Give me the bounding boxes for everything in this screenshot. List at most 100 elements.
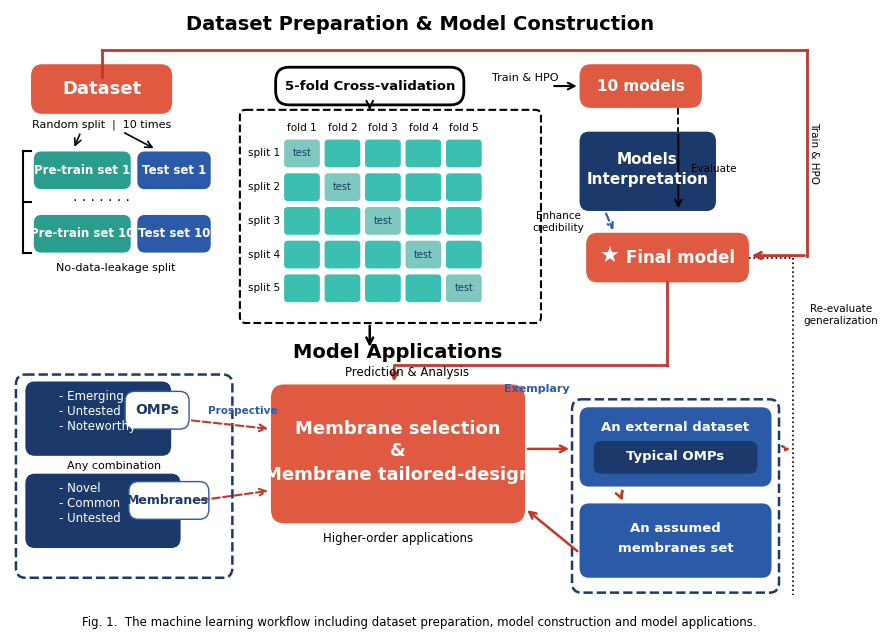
FancyBboxPatch shape (276, 68, 463, 105)
FancyBboxPatch shape (579, 64, 701, 108)
Text: Enhance
credibility: Enhance credibility (532, 211, 584, 233)
Text: Random split  |  10 times: Random split | 10 times (32, 120, 171, 130)
Text: test: test (454, 284, 473, 293)
FancyBboxPatch shape (137, 215, 211, 253)
Text: split 5: split 5 (248, 284, 280, 293)
Text: Any combination: Any combination (66, 461, 160, 471)
Text: - Untested: - Untested (59, 512, 120, 525)
Text: Membranes: Membranes (128, 494, 209, 507)
Text: fold 5: fold 5 (448, 123, 478, 132)
FancyBboxPatch shape (365, 174, 400, 201)
Text: - Common: - Common (59, 497, 120, 510)
Text: split 2: split 2 (248, 182, 280, 192)
Text: - Emerging: - Emerging (59, 390, 124, 403)
Text: · · · · · · ·: · · · · · · · (73, 194, 130, 208)
Text: test: test (292, 149, 311, 158)
Text: 5-fold Cross-validation: 5-fold Cross-validation (284, 80, 455, 93)
Text: Model Applications: Model Applications (293, 343, 502, 362)
FancyBboxPatch shape (405, 140, 440, 167)
Text: - Novel: - Novel (59, 482, 101, 495)
Text: Interpretation: Interpretation (586, 172, 708, 186)
Text: Pre-train set 1: Pre-train set 1 (34, 164, 129, 177)
FancyBboxPatch shape (405, 174, 440, 201)
FancyBboxPatch shape (446, 275, 481, 302)
FancyBboxPatch shape (239, 110, 540, 323)
FancyBboxPatch shape (365, 207, 400, 235)
Text: split 4: split 4 (248, 249, 280, 260)
Text: 10 models: 10 models (596, 78, 684, 93)
Text: Models: Models (617, 152, 677, 167)
Text: Train & HPO: Train & HPO (808, 122, 818, 185)
Text: Train & HPO: Train & HPO (491, 73, 557, 83)
Text: Test set 10: Test set 10 (137, 227, 210, 240)
Text: Fig. 1.  The machine learning workflow including dataset preparation, model cons: Fig. 1. The machine learning workflow in… (82, 616, 756, 629)
FancyBboxPatch shape (26, 381, 171, 456)
FancyBboxPatch shape (571, 399, 778, 593)
Text: split 3: split 3 (248, 216, 280, 226)
Text: Membrane tailored-design: Membrane tailored-design (264, 466, 532, 484)
Text: An external dataset: An external dataset (601, 421, 749, 433)
FancyBboxPatch shape (284, 207, 320, 235)
FancyBboxPatch shape (586, 233, 748, 282)
Text: - Untested: - Untested (59, 404, 120, 418)
Text: An assumed: An assumed (629, 521, 720, 535)
FancyBboxPatch shape (446, 207, 481, 235)
FancyBboxPatch shape (365, 275, 400, 302)
FancyBboxPatch shape (284, 174, 320, 201)
FancyBboxPatch shape (579, 503, 771, 578)
FancyBboxPatch shape (16, 374, 232, 578)
FancyBboxPatch shape (324, 275, 360, 302)
FancyBboxPatch shape (34, 215, 130, 253)
FancyBboxPatch shape (324, 174, 360, 201)
FancyBboxPatch shape (446, 174, 481, 201)
Text: ★: ★ (599, 246, 618, 267)
FancyBboxPatch shape (593, 441, 757, 474)
Text: fold 1: fold 1 (287, 123, 316, 132)
FancyBboxPatch shape (137, 152, 211, 189)
Text: fold 3: fold 3 (368, 123, 397, 132)
Text: Pre-train set 10: Pre-train set 10 (29, 227, 134, 240)
FancyBboxPatch shape (284, 140, 320, 167)
Text: Re-evaluate
generalization: Re-evaluate generalization (803, 304, 877, 326)
Text: split 1: split 1 (248, 149, 280, 158)
Text: Higher-order applications: Higher-order applications (323, 532, 472, 545)
Text: Membrane selection: Membrane selection (295, 420, 501, 438)
FancyBboxPatch shape (405, 207, 440, 235)
FancyBboxPatch shape (270, 385, 525, 523)
FancyBboxPatch shape (579, 132, 715, 211)
FancyBboxPatch shape (405, 275, 440, 302)
Text: test: test (373, 216, 392, 226)
Text: Dataset Preparation & Model Construction: Dataset Preparation & Model Construction (185, 15, 653, 34)
Text: test: test (414, 249, 432, 260)
Text: membranes set: membranes set (617, 541, 733, 554)
FancyBboxPatch shape (365, 240, 400, 269)
FancyBboxPatch shape (284, 240, 320, 269)
Text: Typical OMPs: Typical OMPs (626, 450, 724, 464)
Text: Evaluate: Evaluate (690, 165, 735, 174)
FancyBboxPatch shape (324, 207, 360, 235)
Text: - Noteworthy: - Noteworthy (59, 420, 136, 433)
Text: Final model: Final model (625, 249, 734, 267)
Text: Prospective: Prospective (207, 406, 277, 416)
FancyBboxPatch shape (324, 140, 360, 167)
Text: test: test (332, 182, 352, 192)
Text: Dataset: Dataset (62, 80, 141, 98)
FancyBboxPatch shape (34, 152, 130, 189)
Text: Exemplary: Exemplary (504, 385, 570, 394)
Text: Test set 1: Test set 1 (142, 164, 206, 177)
FancyBboxPatch shape (31, 64, 172, 114)
Text: &: & (390, 442, 406, 460)
FancyBboxPatch shape (128, 482, 208, 520)
FancyBboxPatch shape (446, 140, 481, 167)
Text: fold 2: fold 2 (327, 123, 357, 132)
Text: OMPs: OMPs (135, 403, 179, 417)
FancyBboxPatch shape (579, 407, 771, 487)
Text: Prediction & Analysis: Prediction & Analysis (345, 366, 469, 379)
Text: fold 4: fold 4 (408, 123, 438, 132)
FancyBboxPatch shape (446, 240, 481, 269)
Text: No-data-leakage split: No-data-leakage split (56, 264, 175, 273)
FancyBboxPatch shape (405, 240, 440, 269)
FancyBboxPatch shape (125, 392, 189, 429)
FancyBboxPatch shape (284, 275, 320, 302)
FancyBboxPatch shape (324, 240, 360, 269)
